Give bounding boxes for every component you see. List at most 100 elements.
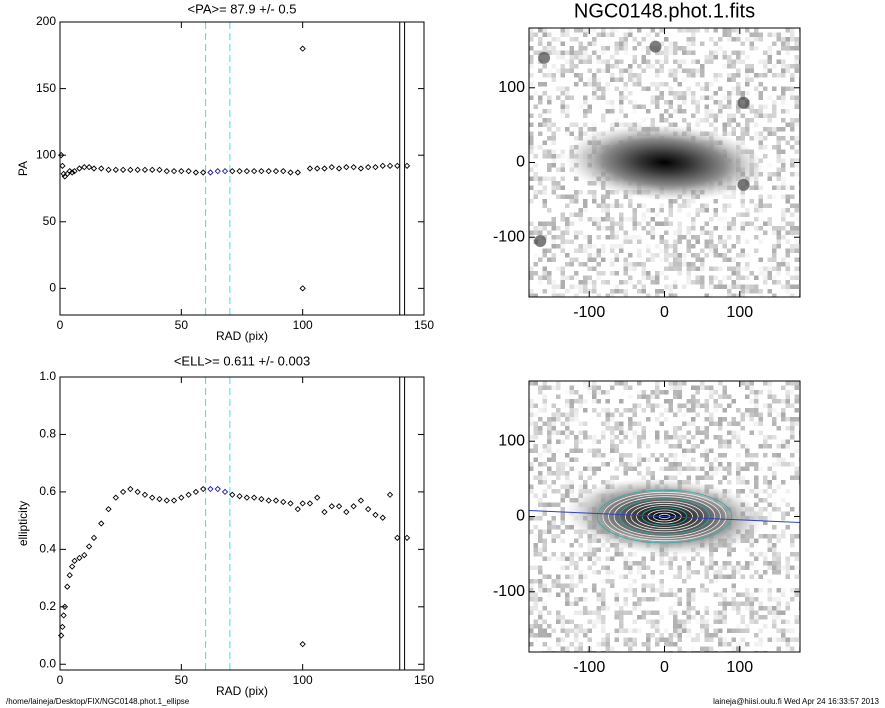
pixel <box>745 624 750 629</box>
pixel <box>619 95 624 100</box>
pixel <box>740 203 745 208</box>
pixel <box>560 86 565 91</box>
pixel <box>610 122 615 127</box>
pixel <box>668 408 673 413</box>
pixel <box>646 394 651 399</box>
pixel <box>569 399 574 404</box>
pixel <box>691 457 696 462</box>
pixel <box>776 646 781 651</box>
pixel <box>673 592 678 597</box>
pixel <box>583 131 588 136</box>
pixel <box>754 484 759 489</box>
pixel <box>731 583 736 588</box>
pixel <box>677 408 682 413</box>
pixel <box>596 448 601 453</box>
pixel <box>731 646 736 651</box>
pixel <box>722 475 727 480</box>
pixel <box>713 457 718 462</box>
pixel <box>556 462 561 467</box>
pixel <box>560 55 565 60</box>
pixel <box>691 199 696 204</box>
pixel <box>731 601 736 606</box>
pixel <box>668 293 673 297</box>
pixel <box>538 579 543 584</box>
pixel <box>542 190 547 195</box>
pixel <box>776 73 781 78</box>
pixel <box>745 561 750 566</box>
pixel <box>565 453 570 458</box>
pixel <box>605 417 610 422</box>
pixel <box>538 37 543 42</box>
pixel <box>569 412 574 417</box>
pixel <box>529 624 534 629</box>
pixel <box>695 253 700 258</box>
pixel <box>623 435 628 440</box>
pixel <box>758 91 763 96</box>
pixel <box>794 140 799 145</box>
pixel <box>718 235 723 240</box>
pixel <box>718 453 723 458</box>
pixel <box>781 217 786 222</box>
pixel <box>790 77 795 82</box>
pixel <box>569 579 574 584</box>
pixel <box>619 212 624 217</box>
pixel <box>731 37 736 42</box>
pixel <box>565 131 570 136</box>
pixel <box>754 32 759 37</box>
pixel <box>731 131 736 136</box>
pixel <box>574 565 579 570</box>
pixel <box>538 534 543 539</box>
pixel <box>695 208 700 213</box>
pixel <box>785 399 790 404</box>
pixel <box>790 248 795 253</box>
pixel <box>623 50 628 55</box>
pixel <box>542 381 547 386</box>
pixel <box>794 394 799 399</box>
pixel <box>772 421 777 426</box>
pixel <box>718 574 723 579</box>
pixel <box>754 642 759 647</box>
pixel <box>776 50 781 55</box>
pixel <box>740 230 745 235</box>
pixel <box>574 230 579 235</box>
pixel <box>623 628 628 633</box>
pixel <box>547 592 552 597</box>
pixel <box>551 284 556 289</box>
pixel <box>758 417 763 422</box>
data-point <box>335 503 343 510</box>
pixel <box>547 457 552 462</box>
data-point <box>98 165 105 172</box>
pixel <box>628 462 633 467</box>
pixel <box>560 28 565 33</box>
pixel <box>574 417 579 422</box>
pixel <box>691 417 696 422</box>
y-tick-label: 100 <box>498 432 525 449</box>
pixel <box>650 556 655 561</box>
pixel <box>538 588 543 593</box>
pixel <box>538 390 543 395</box>
pixel <box>677 64 682 69</box>
pixel <box>763 475 768 480</box>
data-point <box>185 491 192 498</box>
pixel <box>695 633 700 638</box>
pixel <box>565 113 570 118</box>
pixel <box>601 408 606 413</box>
pixel <box>646 403 651 408</box>
pixel <box>565 583 570 588</box>
pixel <box>686 601 691 606</box>
data-point <box>185 168 192 175</box>
pixel <box>668 212 673 217</box>
pixel <box>772 266 777 271</box>
pixel <box>776 507 781 512</box>
pixel <box>619 289 624 294</box>
pixel <box>533 579 538 584</box>
pixel <box>767 257 772 262</box>
pixel <box>533 172 538 177</box>
pixel <box>749 610 754 615</box>
data-point <box>105 506 112 513</box>
pixel <box>583 262 588 267</box>
data-point <box>149 166 156 173</box>
pixel <box>605 480 610 485</box>
pixel <box>731 59 736 64</box>
pixel <box>569 642 574 647</box>
